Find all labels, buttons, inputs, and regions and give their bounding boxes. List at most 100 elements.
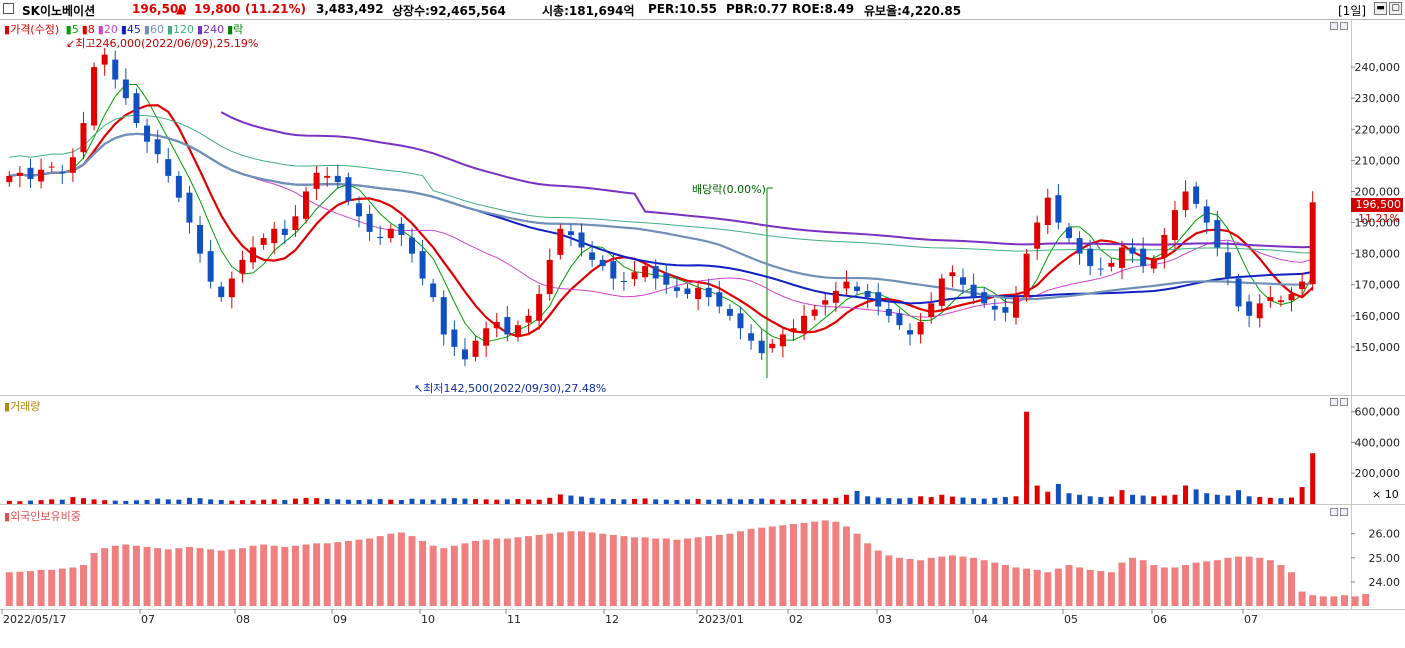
ma-120-line (9, 114, 1313, 254)
foreign-ratio-bar (1235, 556, 1243, 606)
candle-body (864, 290, 871, 298)
candle-body (80, 123, 87, 153)
low-price-label: ↖최저142,500(2022/09/30),27.48% (414, 382, 607, 395)
candle-body (1161, 234, 1168, 258)
foreign-ratio-bar (5, 572, 13, 606)
candle-body (832, 290, 839, 303)
volume-bar (123, 500, 129, 504)
volume-bar (918, 496, 924, 504)
foreign-ratio-bar (1319, 596, 1327, 606)
candle-body (663, 273, 670, 285)
volume-bar (812, 499, 818, 504)
foreign-ratio-bar (641, 537, 649, 606)
foreign-ratio-bar (1054, 568, 1062, 606)
foreign-ratio-bar (101, 548, 109, 606)
candle-body (1034, 222, 1041, 249)
price-pane[interactable] (0, 20, 1351, 395)
foreign-ratio-bar (927, 557, 935, 606)
volume-bar (907, 497, 913, 504)
maximize-icon[interactable]: ▢ (1389, 2, 1402, 15)
foreign-ratio-bar (567, 531, 575, 606)
candle-body (790, 328, 797, 332)
candle-body (1097, 268, 1104, 270)
volume-bar (282, 500, 288, 504)
foreign-ratio-bar (1086, 569, 1094, 606)
foreign-ratio-bar (747, 528, 755, 606)
pane-close-icon[interactable] (1340, 398, 1348, 406)
volume-bar (494, 499, 500, 504)
pane-min-icon[interactable] (1330, 22, 1338, 30)
candle-body (514, 325, 521, 337)
pane-close-icon[interactable] (1340, 22, 1348, 30)
candle-body (6, 175, 13, 183)
candle-body (589, 252, 596, 260)
foreign-ratio-bar (1033, 569, 1041, 606)
volume-bar (1246, 496, 1252, 504)
volume-bar (1214, 494, 1220, 504)
volume-bar (1055, 484, 1061, 504)
x-tick-label: 2022/05/17 (3, 613, 66, 626)
foreign-tick-label: 26.00 (1369, 528, 1401, 541)
volume-bar (1225, 495, 1231, 504)
foreign-ratio-bar (249, 545, 257, 606)
select-checkbox[interactable] (3, 3, 14, 14)
candle-body (218, 286, 225, 298)
foreign-ratio-bar (514, 537, 522, 606)
candle-body (504, 317, 511, 335)
foreign-ratio-bar (895, 557, 903, 606)
foreign-ratio-bar (779, 525, 787, 606)
stock-name[interactable]: SK이노베이션 (22, 4, 96, 18)
candle-body (366, 213, 373, 232)
candle-body (928, 303, 935, 318)
pane-close-icon[interactable] (1340, 508, 1348, 516)
candle-body (599, 259, 606, 267)
ma-240-line (220, 111, 1313, 249)
pane-divider[interactable] (0, 395, 1405, 396)
foreign-ratio-bar (344, 540, 352, 606)
candle-body (334, 175, 341, 183)
volume-tick-label: 400,000 (1355, 436, 1401, 449)
volume-bar (610, 499, 616, 504)
candle-body (16, 172, 23, 176)
candle-body (197, 225, 204, 254)
candle-body (557, 228, 564, 255)
volume-bar (695, 499, 701, 504)
candle-body (472, 340, 479, 357)
volume-bar (261, 499, 267, 504)
current-price-tag: 196,500 (1351, 198, 1403, 212)
candle-body (1193, 186, 1200, 204)
volume-pane[interactable] (0, 396, 1351, 504)
legend-ma-120: ▮120 (166, 23, 195, 36)
pane-divider[interactable] (0, 504, 1405, 505)
minimize-icon[interactable]: ▬ (1374, 2, 1387, 15)
period-selector[interactable]: [1일] (1338, 4, 1367, 18)
x-tick-label: 07 (1244, 613, 1258, 626)
candle-body (1203, 206, 1210, 223)
volume-bar (1161, 495, 1167, 504)
volume-bar (822, 498, 828, 504)
foreign-ratio-bar (620, 536, 628, 606)
candle-body (345, 177, 352, 201)
ma-60-line (9, 132, 1313, 301)
candle-body (769, 343, 776, 349)
candle-body (1065, 227, 1072, 239)
volume-bar (1278, 498, 1284, 504)
price-menu-icon[interactable]: ▮ (4, 23, 11, 36)
volume-bar (557, 494, 563, 504)
foreign-ratio-bar (355, 539, 363, 606)
pane-min-icon[interactable] (1330, 508, 1338, 516)
candle-body (970, 284, 977, 298)
volume-bar (716, 499, 722, 504)
candle-body (737, 313, 744, 329)
x-tick-label: 06 (1153, 613, 1167, 626)
pane-min-icon[interactable] (1330, 398, 1338, 406)
foreign-ratio-bar (874, 550, 882, 606)
volume-menu-icon[interactable]: ▮ (4, 400, 11, 413)
candle-body (1150, 259, 1157, 269)
volume-bar (1299, 487, 1305, 504)
candle-body (567, 231, 574, 235)
foreign-menu-icon[interactable]: ▮ (4, 510, 11, 523)
volume-bar (547, 497, 553, 504)
volume-bar (165, 499, 171, 504)
